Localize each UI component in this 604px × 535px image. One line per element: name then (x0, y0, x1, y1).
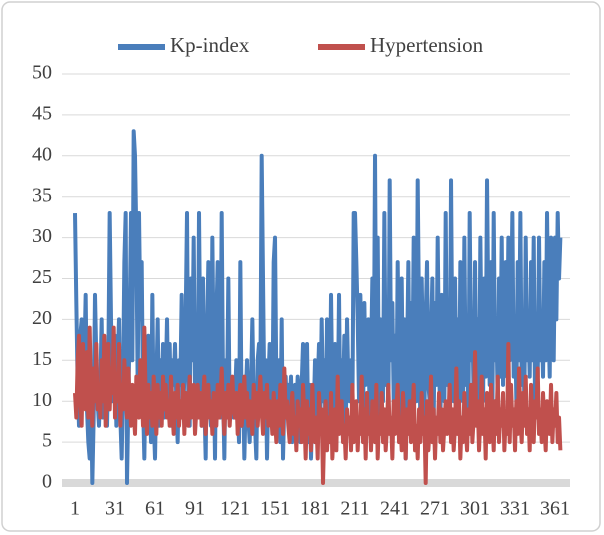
x-tick-label: 91 (185, 498, 205, 520)
x-tick-label: 211 (340, 498, 369, 520)
legend: Kp-index Hypertension (118, 33, 484, 57)
x-tick-label: 31 (105, 498, 125, 520)
y-tick-label: 40 (32, 143, 52, 165)
legend-label: Kp-index (170, 33, 250, 57)
y-tick-label: 5 (42, 430, 52, 452)
y-tick-label: 10 (32, 389, 52, 411)
y-tick-label: 25 (32, 266, 52, 288)
x-tick-label: 1 (70, 498, 80, 520)
y-tick-label: 30 (32, 225, 52, 247)
x-tick-label: 271 (420, 498, 450, 520)
y-tick-label: 0 (42, 471, 52, 493)
x-tick-label: 241 (380, 498, 410, 520)
y-tick-label: 15 (32, 348, 52, 370)
x-tick-label: 151 (260, 498, 290, 520)
legend-label: Hypertension (370, 33, 484, 57)
y-tick-label: 20 (32, 307, 52, 329)
y-tick-label: 35 (32, 184, 52, 206)
y-tick-label: 50 (32, 62, 52, 84)
x-tick-label: 301 (460, 498, 490, 520)
x-tick-label: 331 (500, 498, 530, 520)
series-line (73, 325, 563, 485)
plot (73, 129, 563, 485)
x-tick-label: 61 (145, 498, 165, 520)
x-tick-label: 121 (220, 498, 250, 520)
x-tick-label: 181 (300, 498, 330, 520)
x-tick-label: 361 (540, 498, 570, 520)
y-tick-label: 45 (32, 102, 52, 124)
